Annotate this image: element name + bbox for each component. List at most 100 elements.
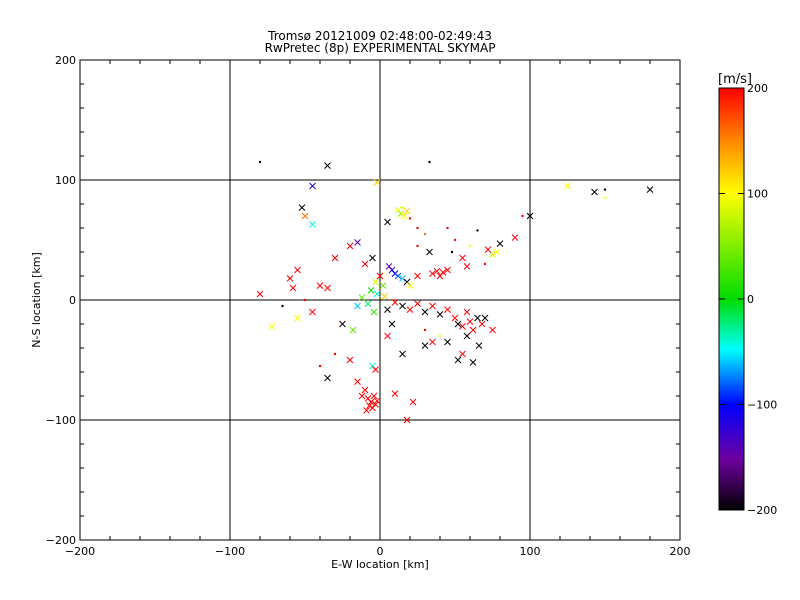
x-tick-label: 0 [377,545,384,558]
colorbar: −200 −100 0 100 200 [718,82,777,517]
data-point-cross [372,401,379,408]
chart-subtitle: RwPretec (8p) EXPERIMENTAL SKYMAP [265,41,496,55]
data-point-cross [331,254,339,262]
data-point-cross [369,254,376,262]
data-point-dot [318,364,322,368]
data-point-cross [373,397,381,405]
data-point-dot [408,217,412,220]
data-point-cross [426,248,433,256]
data-point-cross [481,314,489,322]
data-point-dot [468,244,472,248]
data-point-cross [489,326,496,334]
data-point-cross [349,326,357,334]
data-point-cross [367,287,375,294]
data-point-cross [474,314,481,322]
data-point-cross [591,188,598,196]
data-point-cross [346,356,354,364]
data-point-dot [416,226,419,230]
data-point-cross [309,221,316,228]
data-point-cross [439,269,447,276]
data-point-cross [373,290,381,298]
data-point-cross [454,320,462,328]
data-point-cross [493,248,501,256]
data-point-cross [406,306,414,313]
data-point-dot [423,232,427,236]
data-point-cross [373,179,381,186]
colorbar-tick-label: 100 [747,188,768,201]
data-point-cross [444,338,451,346]
data-point-cross [268,323,276,330]
data-point-cross [451,314,459,322]
data-point-dot [416,244,419,248]
data-point-cross [406,282,414,289]
data-point-cross [372,278,379,286]
data-point-cross [399,275,406,282]
data-point-cross [403,207,411,215]
data-point-dot [303,298,307,302]
data-point-cross [414,272,421,280]
colorbar-tick-label: −200 [747,504,777,517]
data-point-cross [463,332,471,340]
data-point-cross [391,390,399,397]
data-point-cross [388,320,396,328]
data-point-cross [384,332,391,340]
data-point-cross [301,212,309,220]
data-point-cross [429,270,436,277]
data-point-cross [433,267,441,275]
data-point-cross [324,162,331,169]
y-tick-label: −200 [46,534,76,547]
data-point-cross [364,300,372,307]
data-point-cross [421,342,429,349]
data-point-cross [256,290,264,298]
colorbar-tick-label: −100 [747,399,777,412]
data-point-cross [316,282,324,289]
y-tick-label: −100 [46,414,76,427]
data-point-dot [603,196,607,200]
data-point-cross [379,282,387,289]
y-tick-label: 200 [55,54,76,67]
x-tick-label: 100 [520,545,541,558]
y-tick-label: 0 [69,294,76,307]
data-point-dot [428,160,431,164]
data-point-cross [403,416,411,424]
data-point-cross [367,398,375,406]
data-point-cross [358,392,366,400]
data-point-cross [646,186,654,193]
data-point-cross [391,299,399,306]
data-point-cross [484,246,492,253]
data-point-cross [399,302,406,310]
data-point-dot [423,328,427,332]
colorbar-label: [m/s] [718,72,752,87]
data-point-cross [459,350,466,358]
data-point-cross [354,239,361,246]
data-point-cross [459,254,466,262]
data-point-cross [354,302,361,310]
data-point-cross [511,234,519,241]
data-point-cross [436,311,444,318]
data-point-cross [421,308,429,316]
data-point-cross [444,306,451,313]
data-point-cross [475,342,483,349]
data-point-cross [459,323,466,330]
data-point-cross [496,240,504,247]
chart-title: Tromsø 20121009 02:48:00-02:49:43 [267,29,492,43]
data-point-cross [466,318,474,325]
data-point-cross [385,263,393,270]
data-point-dot [333,352,337,356]
data-point-cross [289,284,297,292]
data-point-cross [394,272,402,280]
data-point-cross [294,266,301,274]
data-point-cross [370,308,378,316]
data-point-dot [603,188,607,191]
data-point-cross [399,350,406,358]
data-point-dot [453,238,457,242]
data-point-cross [354,378,361,385]
data-point-cross [376,272,384,280]
data-point-cross [414,300,421,307]
data-point-cross [444,266,451,274]
data-point-cross [324,374,331,382]
data-point-cross [363,407,370,414]
data-point-cross [429,338,436,346]
data-point-dot [521,214,524,218]
